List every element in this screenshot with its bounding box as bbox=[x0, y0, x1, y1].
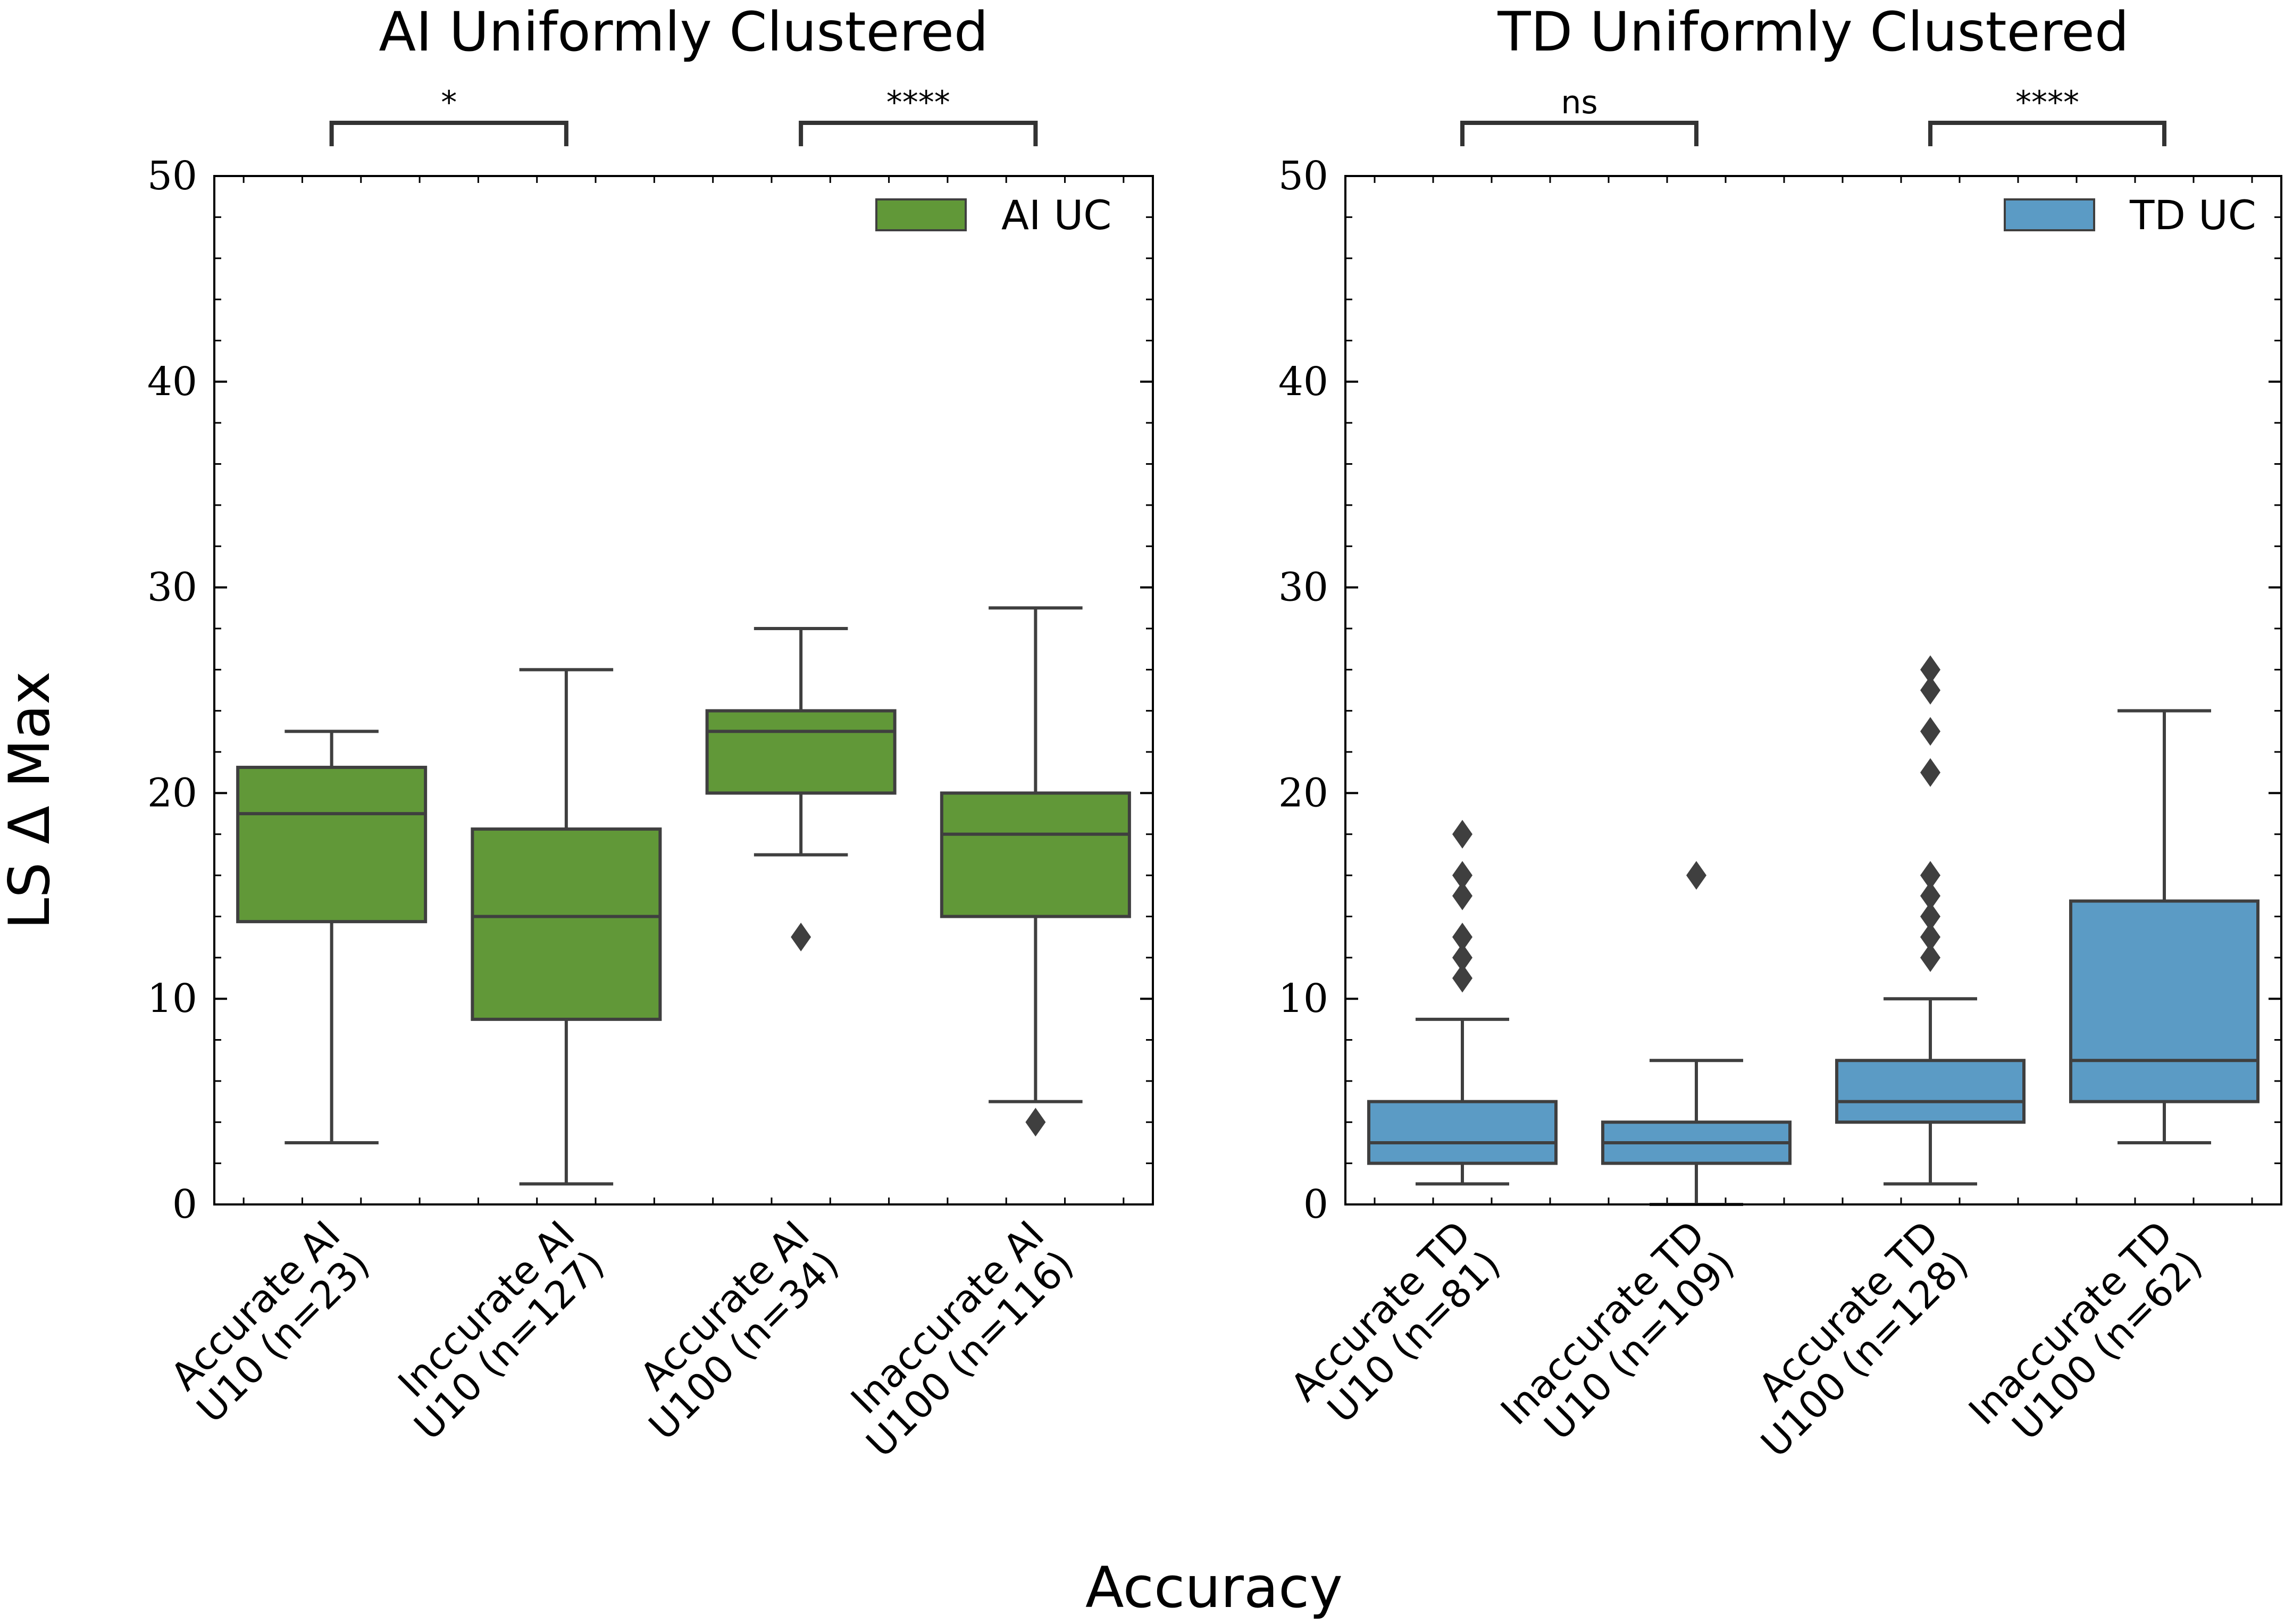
significance-label: **** bbox=[2015, 84, 2079, 121]
iqr-box bbox=[2069, 899, 2259, 1103]
legend-label: TD UC bbox=[2129, 191, 2256, 239]
legend-swatch bbox=[875, 198, 967, 231]
box-2 bbox=[471, 668, 662, 1186]
outlier-point bbox=[1920, 923, 1940, 952]
outlier-point bbox=[1920, 758, 1940, 787]
y-tick-label: 30 bbox=[1278, 565, 1328, 610]
outlier-point bbox=[1920, 881, 1940, 910]
y-tick-label: 0 bbox=[1303, 1182, 1328, 1227]
box-1 bbox=[1367, 819, 1558, 1186]
iqr-box bbox=[1835, 1059, 2026, 1124]
outlier-point bbox=[1920, 717, 1940, 746]
outlier-point bbox=[1452, 819, 1472, 849]
iqr-box bbox=[236, 766, 428, 924]
outlier-point bbox=[1452, 861, 1472, 890]
outlier-point bbox=[1025, 1108, 1046, 1137]
box-4 bbox=[940, 606, 1131, 1137]
iqr-box bbox=[705, 709, 897, 795]
y-tick-label: 40 bbox=[147, 359, 197, 405]
outlier-point bbox=[1452, 923, 1472, 952]
y-tick-label: 10 bbox=[1278, 976, 1328, 1022]
y-tick-label: 40 bbox=[1278, 359, 1328, 405]
significance-label: **** bbox=[886, 84, 950, 121]
y-tick-label: 20 bbox=[1278, 770, 1328, 816]
outlier-point bbox=[1452, 943, 1472, 972]
box-2 bbox=[1601, 861, 1792, 1206]
iqr-box bbox=[940, 791, 1131, 918]
outlier-point bbox=[1920, 902, 1940, 931]
outlier-point bbox=[1920, 861, 1940, 890]
outlier-point bbox=[1686, 861, 1706, 890]
outlier-point bbox=[1920, 655, 1940, 684]
legend-swatch bbox=[2004, 198, 2095, 231]
axes-frame bbox=[213, 175, 1154, 1206]
y-tick-label: 50 bbox=[147, 153, 197, 199]
category-label: Accurate TDU10 (n=81) bbox=[1282, 1212, 1509, 1439]
outlier-point bbox=[1452, 881, 1472, 910]
box-4 bbox=[2069, 709, 2259, 1144]
y-tick-label: 0 bbox=[172, 1182, 197, 1227]
outlier-point bbox=[1920, 943, 1940, 972]
y-tick-label: 20 bbox=[147, 770, 197, 816]
significance-bracket bbox=[799, 121, 1038, 146]
outlier-point bbox=[1920, 676, 1940, 705]
y-tick-label: 10 bbox=[147, 976, 197, 1022]
category-label: Inaccurate AIU100 (n=116) bbox=[829, 1212, 1082, 1466]
axes-frame bbox=[1344, 175, 2282, 1206]
y-tick-label: 50 bbox=[1278, 153, 1328, 199]
significance-label: ns bbox=[1561, 84, 1597, 121]
legend-label: AI UC bbox=[1001, 191, 1111, 239]
chart-panel-ai: AI Uniformly Clustered 0 10 20 30 40 50 Accurat… bbox=[147, 1, 1154, 1466]
y-axis-label: LS Δ Max bbox=[0, 671, 62, 929]
significance-label: * bbox=[441, 84, 457, 121]
chart-title: AI Uniformly Clustered bbox=[379, 1, 988, 64]
chart-title: TD Uniformly Clustered bbox=[1497, 1, 2129, 64]
chart-panel-td: TD Uniformly Clustered 0 10 20 30 40 50 Accurat… bbox=[1278, 1, 2282, 1466]
category-label: Inaccurate TDU10 (n=109) bbox=[1492, 1212, 1743, 1463]
box-3 bbox=[1835, 655, 2026, 1186]
iqr-box bbox=[1367, 1100, 1558, 1165]
category-label: Accurate AIU10 (n=23) bbox=[159, 1212, 378, 1432]
significance-bracket bbox=[1460, 121, 1698, 146]
x-axis-label: Accuracy bbox=[1085, 1555, 1343, 1620]
category-label: Inccurate AIU10 (n=127) bbox=[376, 1212, 613, 1449]
category-label: Accurate AIU100 (n=34) bbox=[611, 1212, 848, 1449]
outlier-point bbox=[791, 923, 811, 952]
y-tick-label: 30 bbox=[147, 565, 197, 610]
box-3 bbox=[705, 626, 897, 952]
category-label: Inaccurate TDU100 (n=62) bbox=[1960, 1212, 2211, 1463]
category-label: Accurate TDU100 (n=128) bbox=[1723, 1212, 1977, 1466]
iqr-box bbox=[471, 827, 662, 1021]
significance-bracket bbox=[1928, 121, 2166, 146]
outlier-point bbox=[1452, 964, 1472, 993]
significance-bracket bbox=[329, 121, 568, 146]
box-1 bbox=[236, 730, 428, 1144]
